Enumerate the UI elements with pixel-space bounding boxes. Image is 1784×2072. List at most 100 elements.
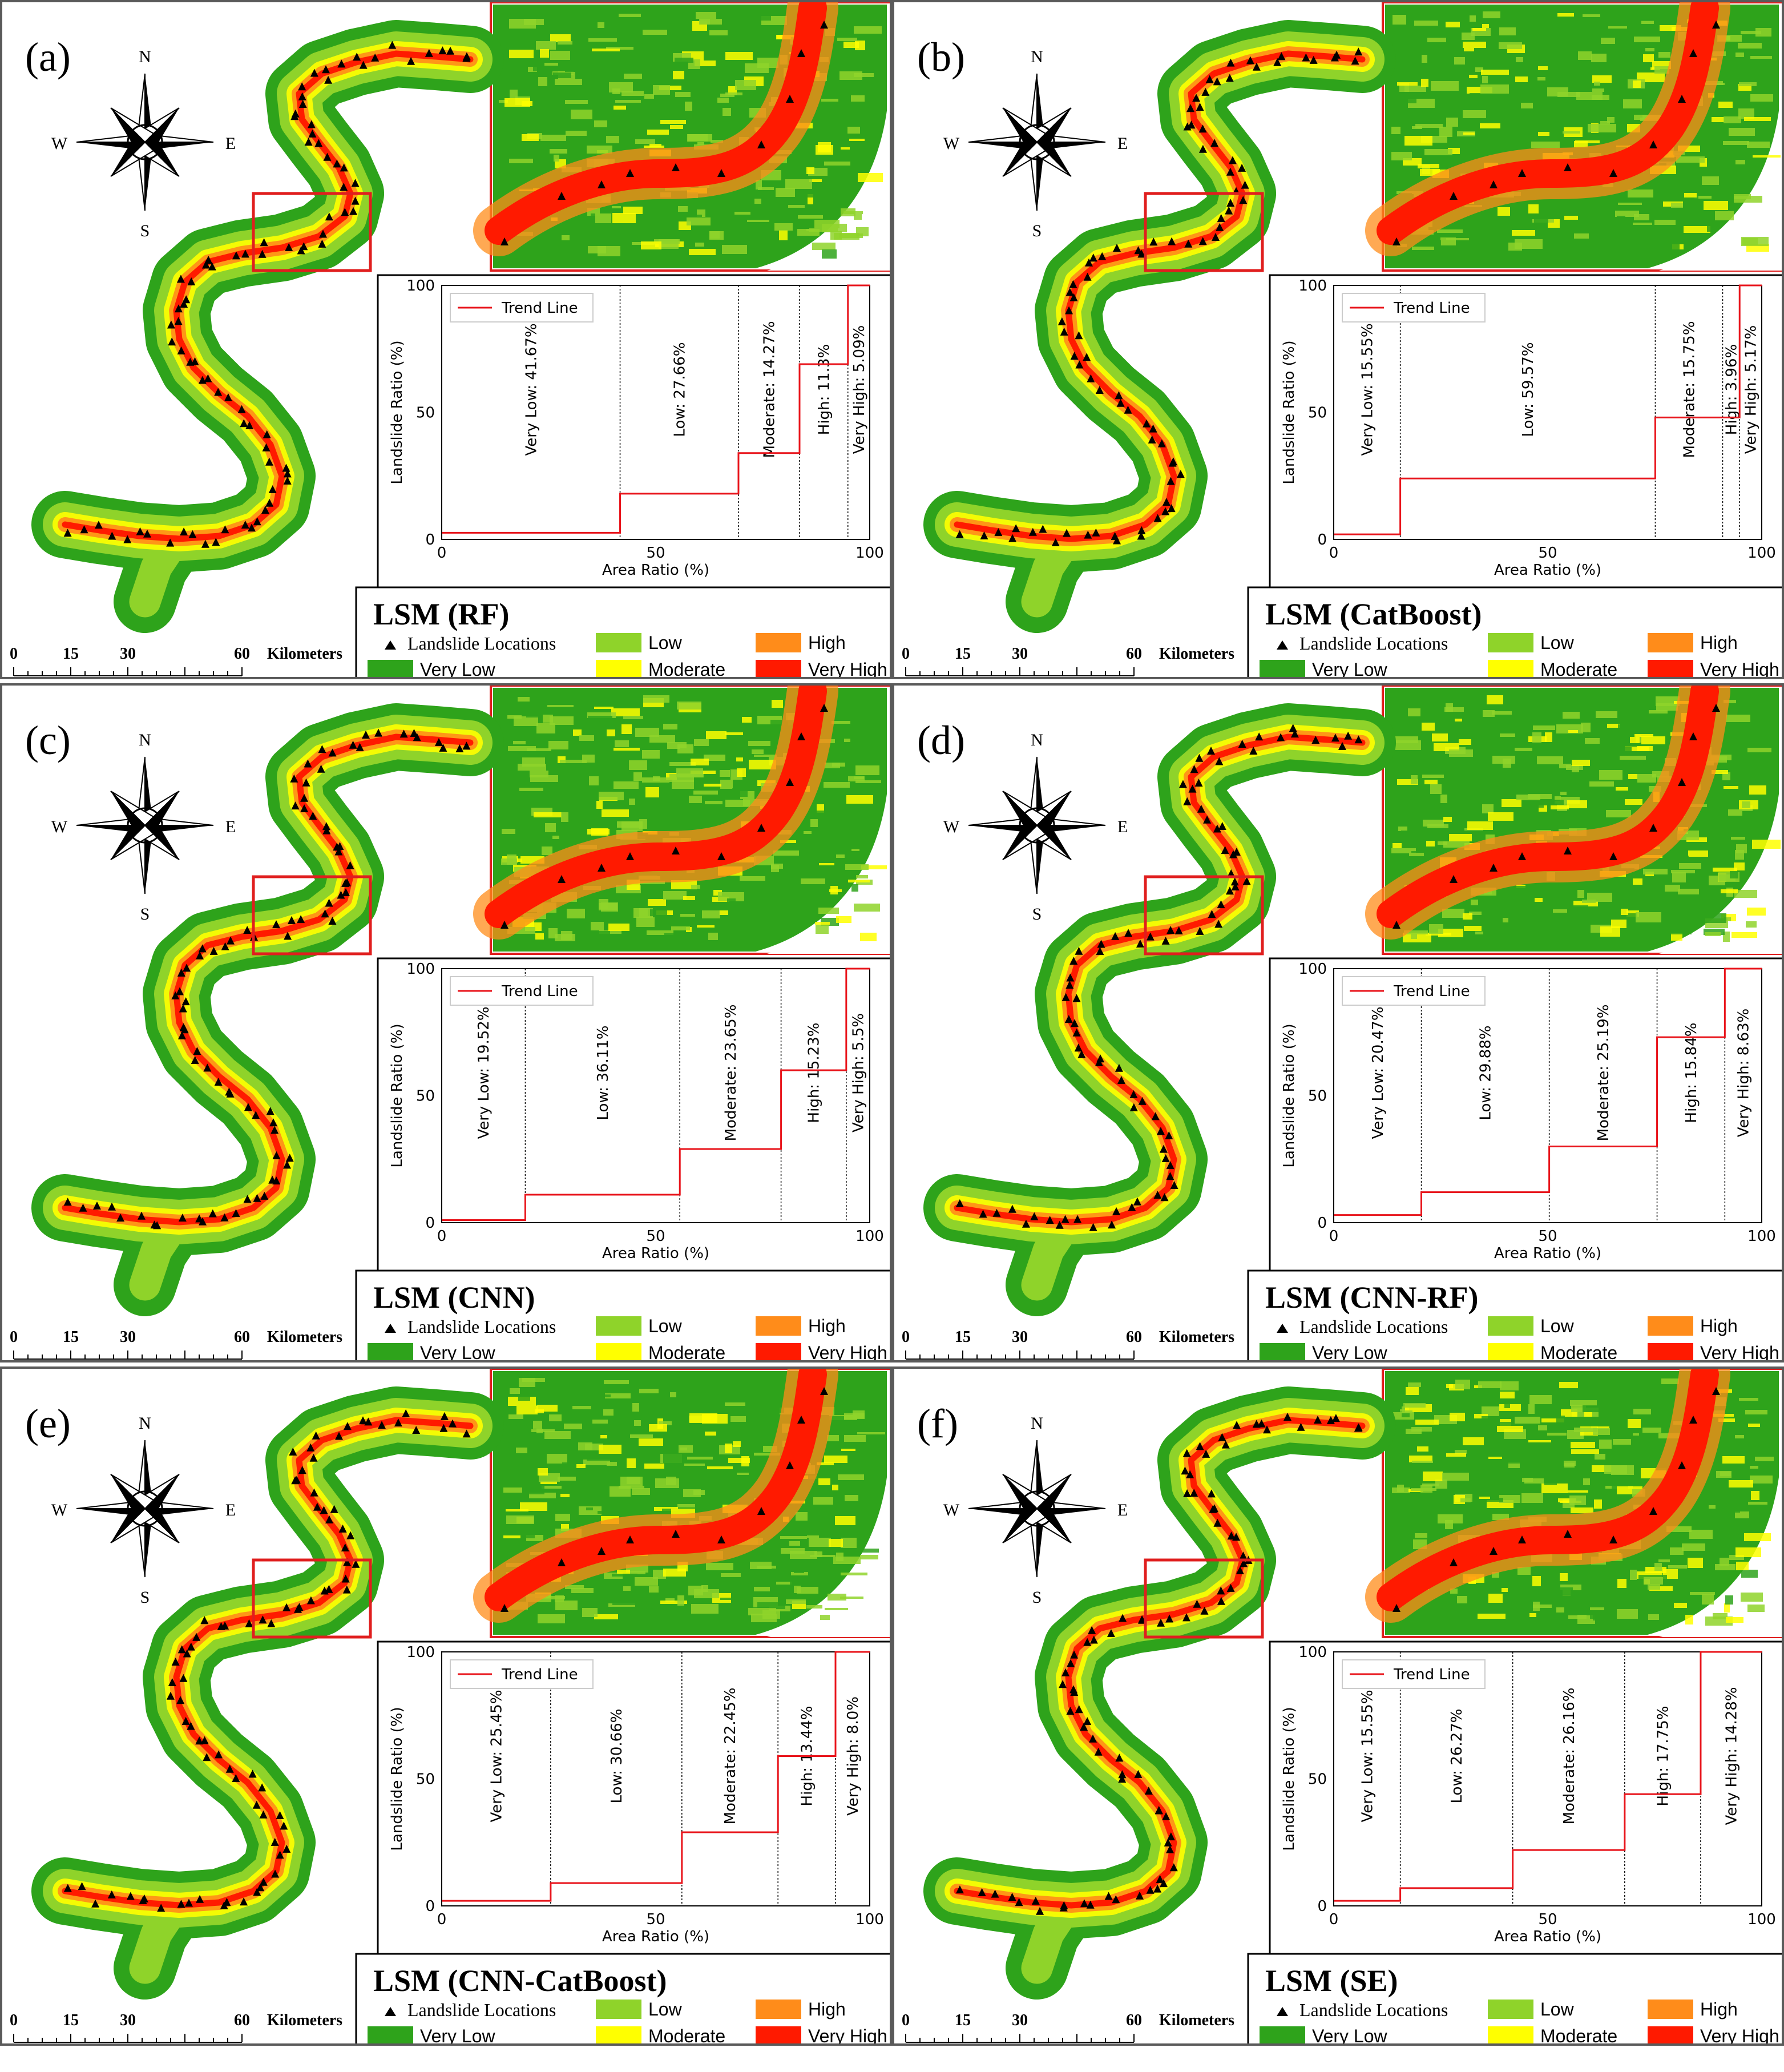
landslide-marker xyxy=(410,729,418,737)
landslide-marker xyxy=(1072,1028,1081,1037)
inset-texture xyxy=(1716,1503,1740,1513)
inset-texture xyxy=(1406,1387,1419,1395)
inset-texture xyxy=(752,749,764,754)
legend-swatch-very-low xyxy=(368,2026,413,2043)
landslide-marker xyxy=(435,737,443,746)
landslide-marker xyxy=(1450,192,1458,200)
landslide-marker xyxy=(284,932,292,940)
trend-line xyxy=(442,968,870,1222)
landslide-marker xyxy=(1490,180,1498,188)
inset-texture xyxy=(1674,856,1689,860)
inset-texture xyxy=(510,249,528,253)
landslide-marker xyxy=(288,916,296,924)
landslide-marker xyxy=(177,1031,186,1039)
scale-tick-label: 30 xyxy=(1012,645,1028,663)
scale-bar: 0 15 30 60 Kilometers xyxy=(10,645,342,676)
landslide-marker xyxy=(107,1890,116,1898)
legend-swatch-moderate xyxy=(1488,1343,1533,1360)
landslide-marker xyxy=(1649,824,1657,832)
compass-s-label: S xyxy=(140,1588,150,1607)
inset-texture xyxy=(1460,1498,1471,1502)
landslide-marker xyxy=(1055,1220,1064,1229)
landslide-marker xyxy=(94,521,103,529)
inset-texture xyxy=(643,695,669,703)
inset-texture xyxy=(824,782,850,788)
inset-texture xyxy=(1704,201,1728,210)
landslide-marker xyxy=(304,138,313,146)
landslide-marker xyxy=(214,1078,223,1086)
landslide-marker xyxy=(178,1214,187,1222)
inset-texture xyxy=(1729,1480,1753,1488)
inset-texture xyxy=(607,1462,617,1466)
inset-texture xyxy=(579,735,594,741)
inset-texture xyxy=(1738,43,1762,49)
landslide-marker xyxy=(1088,1626,1096,1634)
inset-texture xyxy=(1442,35,1464,39)
landslide-marker xyxy=(328,748,337,757)
inset-texture xyxy=(617,1570,630,1574)
inset-texture xyxy=(631,753,641,759)
legend-swatch-very-high xyxy=(756,1343,801,1360)
inset-texture xyxy=(1394,803,1417,811)
map-zone-very-high xyxy=(954,733,1366,1226)
inset-texture xyxy=(854,214,862,220)
inset-texture xyxy=(1445,726,1467,733)
inset-texture xyxy=(1474,1414,1488,1418)
inset-texture xyxy=(837,38,857,41)
panel-f: N S E W (f) 0 50 100 0 50 100 Area Ratio (%) Landsli… xyxy=(892,1366,1784,2046)
inset-texture xyxy=(1617,216,1625,220)
inset-texture xyxy=(1544,1476,1557,1485)
inset-texture xyxy=(814,220,839,228)
inset-texture xyxy=(550,51,570,60)
inset-texture xyxy=(642,777,669,783)
inset-texture xyxy=(798,215,823,219)
landslide-marker xyxy=(212,538,220,546)
landslide-marker xyxy=(351,196,360,205)
landslide-marker xyxy=(342,888,350,896)
landslide-marker xyxy=(955,1885,964,1894)
inset-texture xyxy=(1475,932,1483,934)
landslide-marker xyxy=(1184,239,1193,248)
landslide-marker xyxy=(280,1821,288,1830)
inset-texture xyxy=(548,928,558,938)
inset-texture xyxy=(704,755,725,761)
landslide-marker xyxy=(378,1421,386,1429)
x-tick-label: 0 xyxy=(437,545,447,562)
inset-texture xyxy=(737,1473,749,1475)
landslide-marker xyxy=(269,1118,277,1127)
y-tick-label: 50 xyxy=(416,1771,435,1788)
inset-texture xyxy=(706,731,726,739)
landslide-marker xyxy=(797,1416,805,1424)
landslide-marker xyxy=(1326,1416,1335,1424)
landslide-marker xyxy=(1212,233,1220,241)
landslide-marker xyxy=(1393,1604,1400,1612)
inset-texture xyxy=(1613,1439,1631,1445)
inset-texture xyxy=(516,1448,527,1453)
inset-texture xyxy=(1559,764,1571,768)
inset-texture xyxy=(721,1573,741,1577)
inset-texture xyxy=(1567,800,1587,808)
inset-texture xyxy=(635,1577,658,1586)
landslide-marker xyxy=(672,846,680,854)
inset-texture xyxy=(519,1378,535,1387)
inset-texture xyxy=(576,1464,586,1468)
landslide-marker xyxy=(1194,779,1203,787)
compass-point xyxy=(145,134,179,176)
inset-texture xyxy=(1656,703,1678,711)
landslide-marker xyxy=(1086,1900,1095,1909)
landslide-marker xyxy=(196,951,204,960)
inset-texture xyxy=(1741,1570,1758,1578)
x-tick-label: 50 xyxy=(1538,1228,1557,1245)
inset-texture xyxy=(773,850,799,856)
inset-texture xyxy=(636,917,655,927)
inset-texture xyxy=(1718,102,1733,108)
inset-texture xyxy=(854,26,882,34)
landslide-marker xyxy=(1490,864,1498,872)
inset-texture xyxy=(592,49,620,51)
landslide-marker xyxy=(325,1585,333,1593)
landslide-marker xyxy=(1161,507,1170,515)
landslide-marker xyxy=(1227,869,1236,877)
inset-texture xyxy=(595,213,611,223)
